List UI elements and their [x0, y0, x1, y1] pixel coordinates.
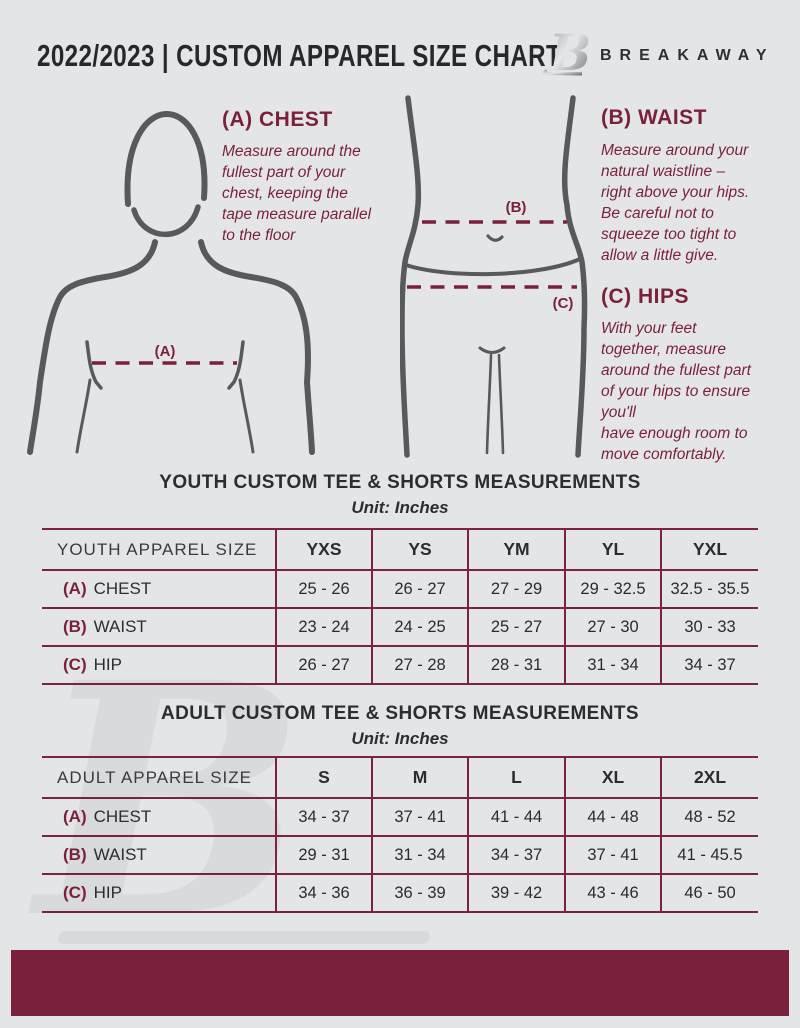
table-row: (C) HIP 34 - 36 36 - 39 39 - 42 43 - 46 46 - 5… [42, 873, 758, 913]
row-key: (C) [63, 655, 87, 674]
size-column-header: 2XL [660, 756, 758, 798]
size-column-header: S [275, 756, 372, 798]
size-column-header: XL [564, 756, 661, 798]
measurement-value: 27 - 29 [467, 569, 565, 608]
measurement-row-label: (C) HIP [42, 645, 276, 685]
table-row: (A) CHEST 25 - 26 26 - 27 27 - 29 29 - 32.5 32… [42, 569, 758, 608]
table-row: (A) CHEST 34 - 37 37 - 41 41 - 44 44 - 48 48 -… [42, 797, 758, 836]
adult-size-table: ADULT APPAREL SIZE S M L XL 2XL (A) CHEST 34 - 3… [42, 756, 758, 913]
table-header-row: ADULT APPAREL SIZE S M L XL 2XL [42, 756, 758, 798]
waist-instructions: Measure around your natural waistline – … [601, 142, 750, 264]
measurement-value: 23 - 24 [275, 607, 372, 646]
measurement-value: 48 - 52 [660, 797, 758, 836]
size-column-header: M [371, 756, 468, 798]
brand-name: BREAKAWAY [600, 47, 775, 64]
row-name: WAIST [93, 617, 147, 636]
measurement-row-label: (C) HIP [42, 873, 276, 913]
measurement-value: 25 - 27 [467, 607, 565, 646]
waist-hip-measure-figure: (B) (C) [400, 95, 588, 458]
table-row: (C) HIP 26 - 27 27 - 28 28 - 31 31 - 34 34 - 3… [42, 645, 758, 685]
watermark-base-swash [56, 931, 432, 944]
chest-instructions: Measure around the fullest part of your … [222, 143, 372, 244]
row-name: HIP [93, 883, 122, 902]
measurement-value: 36 - 39 [371, 873, 468, 913]
measurement-value: 37 - 41 [564, 835, 661, 874]
table-row: (B) WAIST 29 - 31 31 - 34 34 - 37 37 - 41 41 -… [42, 835, 758, 874]
row-key: (B) [63, 845, 87, 864]
page-title: 2022/2023 | CUSTOM APPAREL SIZE CHART [37, 38, 562, 73]
row-name: HIP [93, 655, 122, 674]
measurement-value: 27 - 30 [564, 607, 661, 646]
measurement-value: 28 - 31 [467, 645, 565, 685]
youth-table-title: YOUTH CUSTOM TEE & SHORTS MEASUREMENTS [159, 472, 641, 493]
youth-table-unit: Unit: Inches [351, 498, 449, 517]
chest-marker-label: (A) [155, 343, 176, 360]
measurement-value: 32.5 - 35.5 [660, 569, 758, 608]
hips-instructions: With your feet together, measure around … [601, 320, 751, 463]
apparel-size-label: YOUTH APPAREL SIZE [42, 528, 276, 570]
size-column-header: YXL [660, 528, 758, 570]
size-column-header: YL [564, 528, 661, 570]
measurement-value: 39 - 42 [467, 873, 565, 913]
measurement-value: 41 - 45.5 [660, 835, 758, 874]
measurement-value: 37 - 41 [371, 797, 468, 836]
size-column-header: YM [467, 528, 565, 570]
measurement-row-label: (A) CHEST [42, 797, 276, 836]
measurement-row-label: (B) WAIST [42, 835, 276, 874]
measurement-value: 26 - 27 [371, 569, 468, 608]
size-column-header: L [467, 756, 565, 798]
size-column-header: YS [371, 528, 468, 570]
measurement-value: 34 - 36 [275, 873, 372, 913]
adult-table-unit: Unit: Inches [351, 729, 449, 748]
measurement-value: 41 - 44 [467, 797, 565, 836]
measurement-value: 30 - 33 [660, 607, 758, 646]
row-name: WAIST [93, 845, 147, 864]
measurement-value: 31 - 34 [564, 645, 661, 685]
waist-marker-label: (B) [506, 199, 527, 216]
measurement-value: 27 - 28 [371, 645, 468, 685]
hip-marker-label: (C) [553, 295, 574, 312]
table-row: (B) WAIST 23 - 24 24 - 25 25 - 27 27 - 30 30 -… [42, 607, 758, 646]
measurement-value: 34 - 37 [275, 797, 372, 836]
measurement-value: 31 - 34 [371, 835, 468, 874]
measurement-value: 44 - 48 [564, 797, 661, 836]
measurement-value: 34 - 37 [660, 645, 758, 685]
youth-size-table: YOUTH APPAREL SIZE YXS YS YM YL YXL (A) CHEST 25… [42, 528, 758, 685]
measurement-value: 34 - 37 [467, 835, 565, 874]
row-key: (B) [63, 617, 87, 636]
measurement-value: 25 - 26 [275, 569, 372, 608]
chest-heading: (A) CHEST [222, 108, 333, 131]
measurement-value: 24 - 25 [371, 607, 468, 646]
measurement-value: 43 - 46 [564, 873, 661, 913]
row-name: CHEST [93, 579, 152, 598]
size-column-header: YXS [275, 528, 372, 570]
waist-heading: (B) WAIST [601, 106, 707, 129]
row-key: (C) [63, 883, 87, 902]
chest-measure-figure: (A) [27, 111, 315, 455]
row-name: CHEST [93, 807, 152, 826]
row-key: (A) [63, 807, 87, 826]
hips-heading: (C) HIPS [601, 285, 689, 308]
breakaway-logo-icon: B [543, 24, 591, 82]
measurement-value: 29 - 32.5 [564, 569, 661, 608]
measurement-row-label: (B) WAIST [42, 607, 276, 646]
row-key: (A) [63, 579, 87, 598]
measurement-row-label: (A) CHEST [42, 569, 276, 608]
measurement-value: 26 - 27 [275, 645, 372, 685]
measurement-value: 46 - 50 [660, 873, 758, 913]
adult-table-title: ADULT CUSTOM TEE & SHORTS MEASUREMENTS [161, 703, 639, 724]
apparel-size-label: ADULT APPAREL SIZE [42, 756, 276, 798]
footer-bar [11, 950, 789, 1016]
measurement-value: 29 - 31 [275, 835, 372, 874]
table-header-row: YOUTH APPAREL SIZE YXS YS YM YL YXL [42, 528, 758, 570]
